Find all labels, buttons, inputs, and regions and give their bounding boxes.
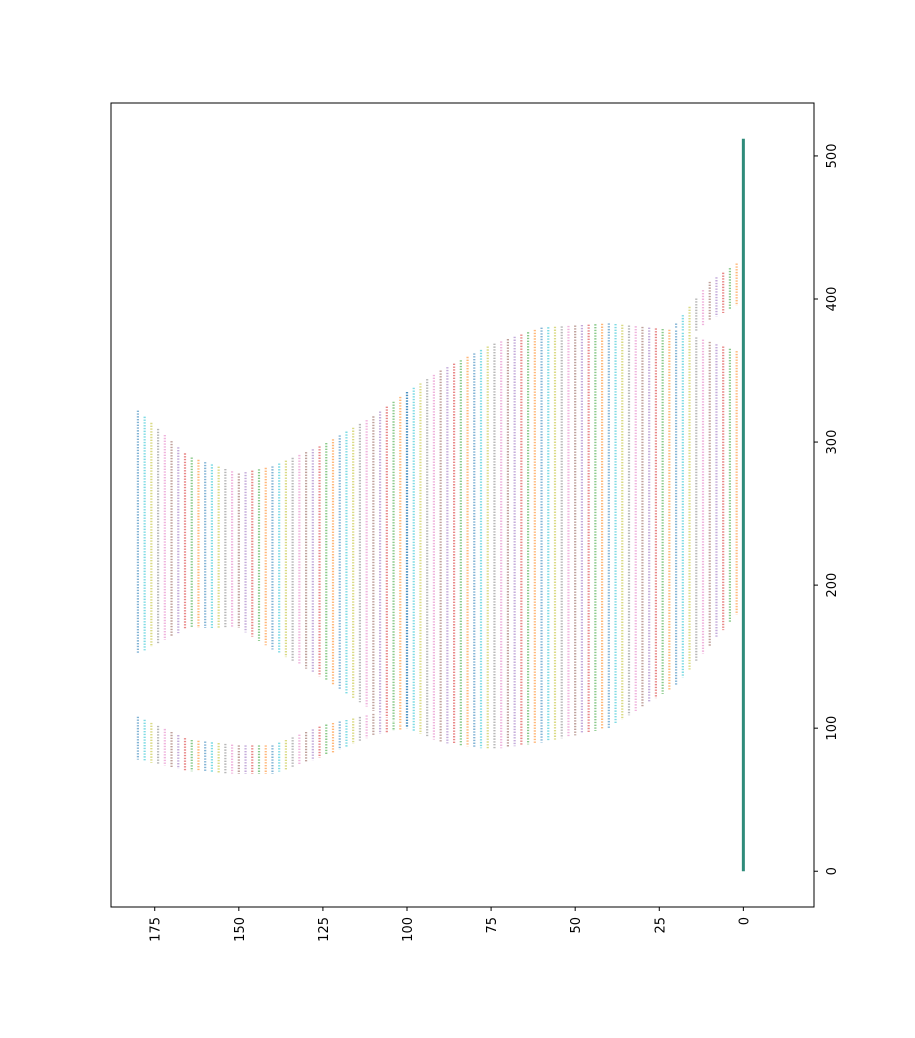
x-tick-label: 100 (401, 917, 416, 942)
axes-frame (110, 102, 815, 908)
y-tick-label: 100 (825, 716, 840, 741)
y-axis: 0 100 200 300 400 500 (814, 144, 840, 875)
y-tick-label: 0 (825, 867, 840, 875)
y-tick-label: 500 (825, 144, 840, 169)
y-tick-label: 200 (825, 573, 840, 598)
x-tick-label: 175 (149, 917, 164, 942)
x-tick-label: 0 (737, 917, 752, 925)
x-tick-label: 75 (485, 917, 500, 934)
x-tick-label: 125 (317, 917, 332, 942)
y-tick-label: 300 (825, 430, 840, 455)
x-tick-label: 150 (233, 917, 248, 942)
x-axis: 0 25 50 75 100 125 150 175 (149, 907, 752, 942)
plot-area (136, 138, 745, 872)
y-tick-label: 400 (825, 287, 840, 312)
x-tick-label: 25 (653, 917, 668, 934)
x-tick-label: 50 (569, 917, 584, 934)
